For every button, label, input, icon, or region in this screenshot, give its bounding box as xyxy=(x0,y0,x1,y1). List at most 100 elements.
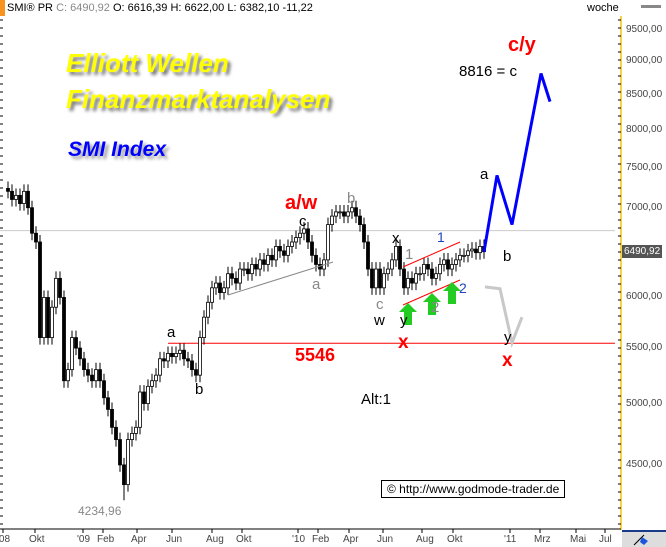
label-c-gray: c xyxy=(376,296,384,313)
candle-body xyxy=(150,380,154,387)
candle-body xyxy=(154,374,158,382)
channel-upper xyxy=(402,241,461,268)
candle-body xyxy=(262,259,266,265)
candle-body xyxy=(274,246,278,261)
candle-body xyxy=(234,277,238,284)
candle-body xyxy=(102,380,106,399)
candle-body xyxy=(174,353,178,358)
candle-body xyxy=(270,254,274,261)
candle-body xyxy=(62,297,66,382)
candle-body xyxy=(358,215,362,226)
label-b-left: b xyxy=(195,381,204,398)
candle-body xyxy=(394,246,398,261)
x-tick-label: Apr xyxy=(131,534,147,545)
candle-body xyxy=(222,287,226,294)
label-alt: Alt:1 xyxy=(361,391,392,408)
minimize-icon[interactable] xyxy=(641,5,661,8)
label-1-gray: 1 xyxy=(405,246,414,263)
label-w: w xyxy=(374,312,385,329)
candle-body xyxy=(414,273,418,284)
x-tick-label: Aug xyxy=(416,534,434,545)
low-value: 6382,10 xyxy=(239,2,280,14)
y-tick-label: 5000,00 xyxy=(626,397,663,409)
candle-body xyxy=(466,250,470,256)
candle-body xyxy=(6,188,10,192)
candle-body xyxy=(70,337,74,371)
x-tick-label: '09 xyxy=(77,534,91,545)
draw-tool-button[interactable] xyxy=(622,530,666,547)
candle-body xyxy=(362,224,366,243)
candle-body xyxy=(238,268,242,284)
candle-body xyxy=(458,254,462,261)
candle-body xyxy=(210,287,214,303)
candle-body xyxy=(434,273,438,279)
label-y-right: y xyxy=(504,329,512,346)
candle-body xyxy=(290,241,294,247)
label-x-red-2: x xyxy=(502,350,513,371)
close-value: 6490,92 xyxy=(70,2,110,14)
candle-body xyxy=(206,301,210,318)
candle-body xyxy=(122,464,126,486)
x-tick-label: Mai xyxy=(570,534,587,545)
x-tick-label: Jun xyxy=(377,534,394,545)
candle-body xyxy=(426,264,430,270)
candle-body xyxy=(406,277,410,289)
label-cy: c/y xyxy=(508,34,536,56)
label-support-level: 5546 xyxy=(295,345,336,365)
candle-body xyxy=(50,306,54,339)
candle-body xyxy=(58,277,62,298)
candle-body xyxy=(18,194,22,204)
close-label: C: xyxy=(56,2,68,14)
copyright-link[interactable]: © http://www.godmode-trader.de xyxy=(381,480,566,498)
projection-main-path xyxy=(482,73,552,253)
y-tick-label: 9000,00 xyxy=(626,55,663,67)
candle-body xyxy=(74,337,78,349)
label-x-red-1: x xyxy=(398,332,409,353)
candle-body xyxy=(390,259,394,270)
label-low-value: 4234,96 xyxy=(78,504,122,518)
candle-body xyxy=(218,282,222,294)
y-tick-label: 7000,00 xyxy=(626,201,663,213)
candle-body xyxy=(346,211,350,217)
candle-body xyxy=(158,358,162,376)
green-arrow-up-icon xyxy=(423,293,441,315)
candle-body xyxy=(98,369,102,382)
candle-body xyxy=(446,259,450,270)
trendline-gray xyxy=(227,261,334,296)
candle-body xyxy=(342,211,346,217)
candle-body xyxy=(254,264,258,270)
candle-body xyxy=(306,228,310,243)
high-value: 6622,00 xyxy=(184,2,225,14)
y-tick-label: 7500,00 xyxy=(626,161,663,173)
candle-body xyxy=(146,385,150,404)
candle-body xyxy=(182,349,186,360)
candle-body xyxy=(82,358,86,371)
candle-body xyxy=(130,433,134,440)
label-c: c xyxy=(299,213,307,230)
candle-body xyxy=(294,237,298,243)
label-1-blue: 1 xyxy=(437,229,445,245)
candle-body xyxy=(46,297,50,339)
candle-body xyxy=(202,316,206,339)
label-a-top: a xyxy=(480,166,489,183)
candle-body xyxy=(38,241,42,339)
x-tick-label: '08 xyxy=(0,534,11,545)
last-price-marker: 6490,92 xyxy=(622,245,663,258)
x-tick-label: Aug xyxy=(206,534,224,545)
candle-body xyxy=(422,264,426,275)
candle-body xyxy=(106,397,110,410)
candle-body xyxy=(398,246,402,270)
candle-body xyxy=(78,347,82,360)
candle-body xyxy=(90,374,94,382)
candle-body xyxy=(338,211,342,214)
banner-index: SMI Index xyxy=(68,138,167,161)
candle-body xyxy=(242,268,246,271)
symbol-marker xyxy=(0,0,5,16)
candle-body xyxy=(386,268,390,275)
candle-body xyxy=(382,273,386,289)
candle-body xyxy=(410,277,414,284)
period-selector[interactable]: woche xyxy=(587,2,619,14)
candle-body xyxy=(110,409,114,428)
x-tick-label: Jul xyxy=(599,534,612,545)
y-tick-label: 9500,00 xyxy=(626,24,663,35)
